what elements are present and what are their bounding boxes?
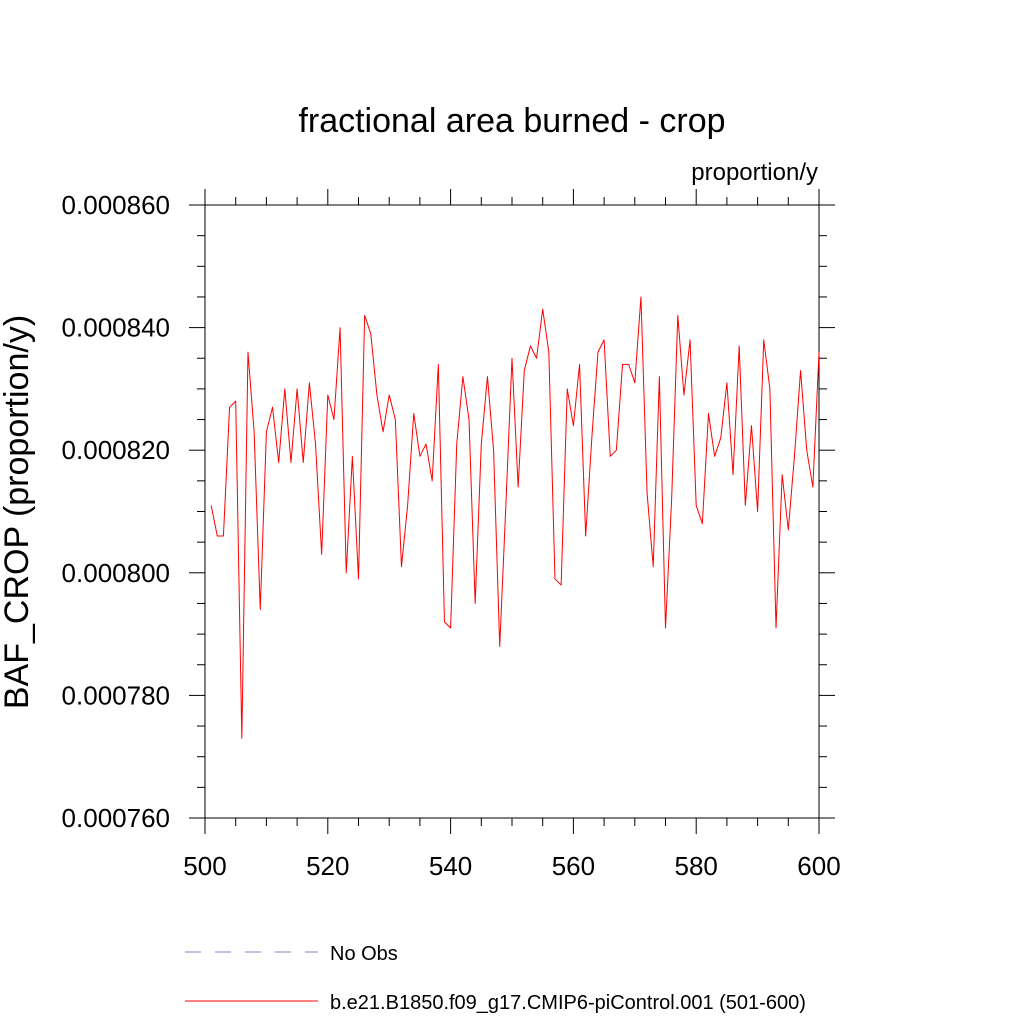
tick-labels: 500 520 540 560 580 600 0.000760 0.000780 0.0008… (62, 190, 841, 881)
x-tick-label: 600 (797, 851, 840, 881)
data-lines (210, 296, 820, 739)
x-tick-label: 500 (183, 851, 226, 881)
y-axis-label: BAF_CROP (proportion/y) (0, 315, 36, 709)
plot-frame (204, 204, 820, 819)
y-tick-label: 0.000820 (62, 435, 170, 465)
y-tick-label: 0.000840 (62, 313, 170, 343)
x-tick-label: 520 (306, 851, 349, 881)
chart-title: fractional area burned - crop (298, 102, 725, 140)
axis-ticks (189, 189, 835, 834)
y-tick-label: 0.000860 (62, 190, 170, 220)
y-tick-label: 0.000800 (62, 558, 170, 588)
x-tick-label: 540 (429, 851, 472, 881)
units-label: proportion/y (691, 159, 818, 186)
legend: No Obs b.e21.B1850.f09_g17.CMIP6-piContr… (185, 943, 806, 1014)
legend-label-picontrol: b.e21.B1850.f09_g17.CMIP6-piControl.001 … (330, 992, 806, 1014)
x-tick-label: 580 (675, 851, 718, 881)
x-tick-label: 560 (552, 851, 595, 881)
y-tick-label: 0.000760 (62, 803, 170, 833)
y-tick-label: 0.000780 (62, 680, 170, 710)
series-line-1 (210, 296, 820, 739)
legend-label-no-obs: No Obs (330, 943, 398, 965)
